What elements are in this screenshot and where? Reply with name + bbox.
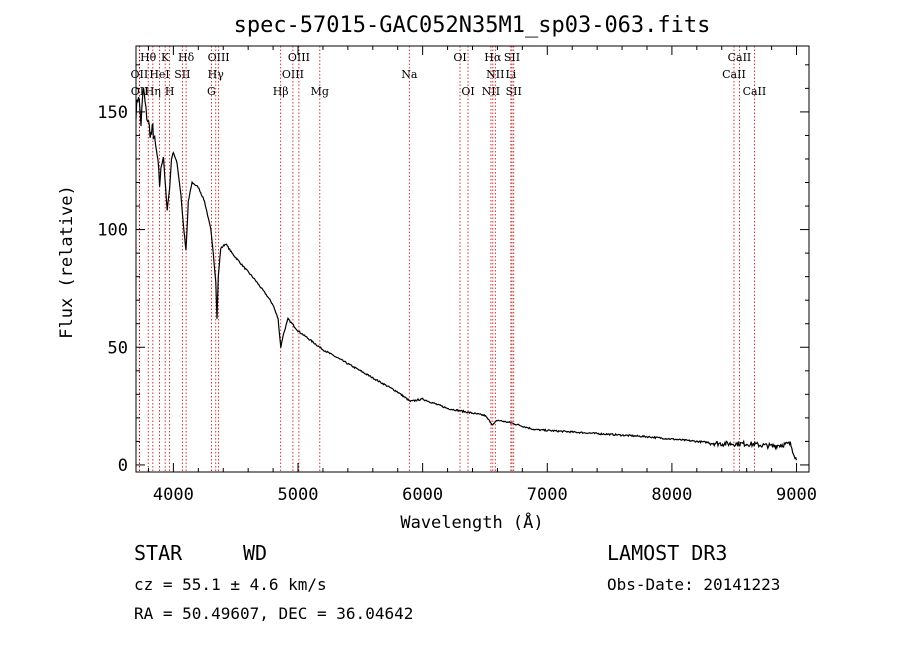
- y-tick-label: 150: [97, 103, 128, 123]
- x-axis: 4000 5000 6000 7000 8000 9000: [147, 46, 817, 505]
- spectral-line-label: OIII: [208, 51, 230, 64]
- spectral-line-label: CaII: [722, 68, 746, 81]
- chart-title: spec-57015-GAC052N35M1_sp03-063.fits: [234, 13, 711, 38]
- spectral-line-label: CaII: [728, 51, 752, 64]
- y-tick-label: 0: [118, 456, 128, 476]
- spectral-line-label: K: [161, 51, 170, 64]
- x-axis-label: Wavelength (Å): [400, 511, 543, 533]
- x-tick-label: 7000: [527, 485, 568, 505]
- object-class: STAR: [134, 541, 183, 565]
- spectral-line-label: Hθ: [140, 51, 157, 64]
- obs-date: Obs-Date: 20141223: [607, 575, 780, 594]
- spectral-line-label: Hβ: [273, 85, 289, 98]
- spectral-line-markers: [138, 46, 755, 472]
- spectral-line-label: OIII: [288, 51, 310, 64]
- spectral-line-label: OII: [131, 68, 149, 81]
- spectral-line-label: NII: [482, 85, 500, 98]
- y-axis-label: Flux (relative): [57, 185, 77, 339]
- y-axis: 0 50 100 150: [97, 64, 809, 476]
- x-tick-label: 6000: [402, 485, 443, 505]
- spectral-line-label: Hγ: [208, 68, 225, 81]
- spectral-line-label: Na: [401, 68, 418, 81]
- y-tick-label: 50: [108, 338, 128, 358]
- spectral-line-label: OIII: [282, 68, 304, 81]
- object-subclass: WD: [243, 541, 267, 565]
- spectral-line-label: CaII: [743, 85, 767, 98]
- x-tick-label: 8000: [651, 485, 692, 505]
- spectral-line-label: Hη: [145, 85, 161, 98]
- survey-label: LAMOST DR3: [607, 541, 727, 565]
- spectral-line-label: G: [207, 85, 216, 98]
- spectral-line-label: Hδ: [178, 51, 195, 64]
- y-tick-label: 100: [97, 221, 128, 241]
- x-tick-label: 5000: [278, 485, 319, 505]
- spectral-line-label: Mg: [311, 85, 329, 98]
- redshift-value: cz = 55.1 ± 4.6 km/s: [134, 575, 327, 594]
- spectral-line-label: SII: [174, 68, 190, 81]
- spectral-line-label: OI: [453, 51, 466, 64]
- spectral-line-label: Hα: [484, 51, 502, 64]
- spectral-line-label: SII: [504, 51, 520, 64]
- spectral-line-label: NII: [486, 68, 504, 81]
- coordinates: RA = 50.49607, DEC = 36.04642: [134, 604, 413, 623]
- spectral-line-label: Li: [505, 68, 516, 81]
- spectrum-series: [135, 87, 798, 461]
- x-tick-label: 4000: [153, 485, 194, 505]
- spectral-line-label: HeI: [149, 68, 169, 81]
- spectral-line-label: SII: [506, 85, 522, 98]
- x-tick-label: 9000: [776, 485, 817, 505]
- spectral-line-label: OI: [461, 85, 474, 98]
- spectral-line-label: H: [165, 85, 175, 98]
